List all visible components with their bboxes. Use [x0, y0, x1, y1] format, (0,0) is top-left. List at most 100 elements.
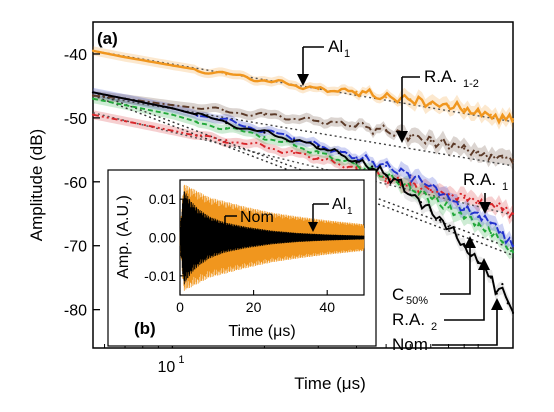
- point-ra12-11: [463, 147, 466, 150]
- point-al1-4: [263, 79, 266, 82]
- inset-y-tick-label-2: -0.01: [144, 268, 176, 284]
- x-tick-label-0: 10: [157, 359, 175, 376]
- y-tick-label-3: -70: [64, 239, 87, 256]
- inset-signal-nom: [179, 191, 365, 285]
- annotation-ra2-arrowhead: [478, 258, 490, 270]
- annotation-c50: C 50%: [392, 236, 476, 307]
- point-nom-18: [455, 235, 458, 238]
- annotation-nom-leader: [432, 302, 498, 346]
- point-ra12-3: [225, 110, 228, 113]
- annotation-nom-label: Nom: [392, 335, 428, 354]
- point-ra12-4: [263, 113, 266, 116]
- point-ra1-15: [489, 203, 492, 206]
- point-ra12-9: [429, 139, 432, 142]
- inset-x-tick-label-2: 40: [319, 299, 335, 315]
- point-ra1-16: [501, 207, 504, 210]
- line-c50: [92, 97, 514, 254]
- point-c50-14: [477, 224, 480, 227]
- point-al1-3: [225, 73, 228, 76]
- panel-a-label: (a): [97, 29, 118, 48]
- point-ra1-9: [385, 177, 388, 180]
- point-ra12-6: [355, 124, 358, 127]
- point-c50-10: [409, 187, 412, 190]
- inset-annotation-al1-arrowhead: [308, 222, 318, 232]
- point-nom-12: [397, 180, 400, 183]
- inset-signal-al1: [179, 184, 365, 291]
- inset-y-axis-title: Amp. (A.U.): [115, 195, 132, 279]
- point-al1-11: [463, 107, 466, 111]
- point-nom-5: [263, 131, 266, 134]
- annotation-nom: Nom: [392, 298, 503, 354]
- line-al1: [92, 49, 515, 126]
- inset-y-tick-label-1: 0.00: [149, 230, 176, 246]
- x-tick-exponent-0: 1: [178, 354, 184, 366]
- inset-annotation-al1: Al 1: [308, 196, 353, 232]
- band-ra2: [93, 87, 513, 255]
- inset-axes: 0.01 0.00 -0.010 20 40: [144, 191, 335, 315]
- annotation-al1: Al 1: [297, 37, 350, 86]
- inset-annotation-nom-arrowhead: [220, 228, 230, 238]
- annotation-ra2-label: R.A.: [392, 310, 425, 329]
- point-ra2-14: [477, 215, 480, 219]
- annotation-ra1-label: R.A.: [463, 170, 496, 189]
- point-nom-10: [371, 165, 374, 168]
- point-ra12-7: [385, 129, 388, 132]
- y-tick-label-4: -80: [64, 303, 87, 320]
- main-y-axis-title: Amplitude (dB): [27, 129, 46, 241]
- main-x-axis-title: Time (μs): [294, 374, 366, 393]
- inset-x-axis-title: Time (μs): [228, 323, 295, 340]
- point-c50-1: [123, 103, 127, 107]
- point-nom-6: [292, 139, 296, 142]
- point-ra1-3: [195, 134, 198, 137]
- point-ra1-6: [292, 151, 296, 155]
- point-ra1-17: [511, 212, 515, 215]
- inset-annotation-nom: Nom: [220, 209, 274, 238]
- point-al1-2: [171, 64, 174, 67]
- point-ra2-11: [429, 184, 432, 187]
- point-c50-0: [91, 97, 95, 100]
- annotation-ra2-leader: [444, 262, 485, 321]
- point-al1-5: [317, 88, 320, 91]
- annotation-ra1-arrowhead: [479, 202, 491, 214]
- point-ra2-8: [355, 156, 358, 159]
- annotation-ra2: R.A. 2: [392, 258, 490, 333]
- inset-signals: [179, 184, 365, 291]
- point-ra12-5: [317, 119, 320, 123]
- line-ra1: [92, 113, 514, 220]
- panel-b-label: (b): [134, 319, 156, 338]
- point-nom-19: [463, 244, 466, 247]
- annotation-nom-arrowhead: [491, 298, 503, 310]
- point-ra12-13: [489, 153, 492, 157]
- point-ra1-13: [463, 196, 466, 199]
- y-tick-label-2: -60: [64, 175, 87, 192]
- point-al1-1: [123, 56, 127, 59]
- inset-y-tick-label-0: 0.01: [149, 191, 176, 207]
- point-nom-7: [317, 145, 320, 148]
- point-al1-10: [447, 104, 450, 107]
- point-ra2-16: [501, 231, 504, 235]
- point-ra2-13: [463, 207, 466, 210]
- annotation-c50-sub: 50%: [406, 295, 428, 307]
- annotation-al1-sub: 1: [344, 48, 350, 60]
- point-nom-14: [419, 201, 423, 204]
- point-ra12-2: [171, 103, 174, 107]
- point-al1-0: [91, 49, 95, 52]
- inset-x-tick-label-1: 20: [246, 299, 262, 315]
- line-ra12: [92, 94, 514, 165]
- annotation-c50-arrowhead: [464, 236, 476, 248]
- point-c50-17: [511, 251, 515, 254]
- point-c50-15: [489, 231, 492, 235]
- point-nom-2: [171, 107, 174, 110]
- point-ra12-14: [501, 156, 504, 159]
- point-nom-8: [337, 151, 340, 155]
- point-c50-13: [463, 215, 466, 219]
- point-c50-7: [317, 151, 320, 155]
- annotation-ra2-sub: 2: [431, 321, 437, 333]
- annotation-al1-arrowhead: [297, 74, 309, 86]
- point-ra1-11: [429, 189, 432, 192]
- point-nom-24: [501, 282, 504, 286]
- point-ra1-14: [477, 199, 480, 203]
- band-ra12: [93, 91, 513, 172]
